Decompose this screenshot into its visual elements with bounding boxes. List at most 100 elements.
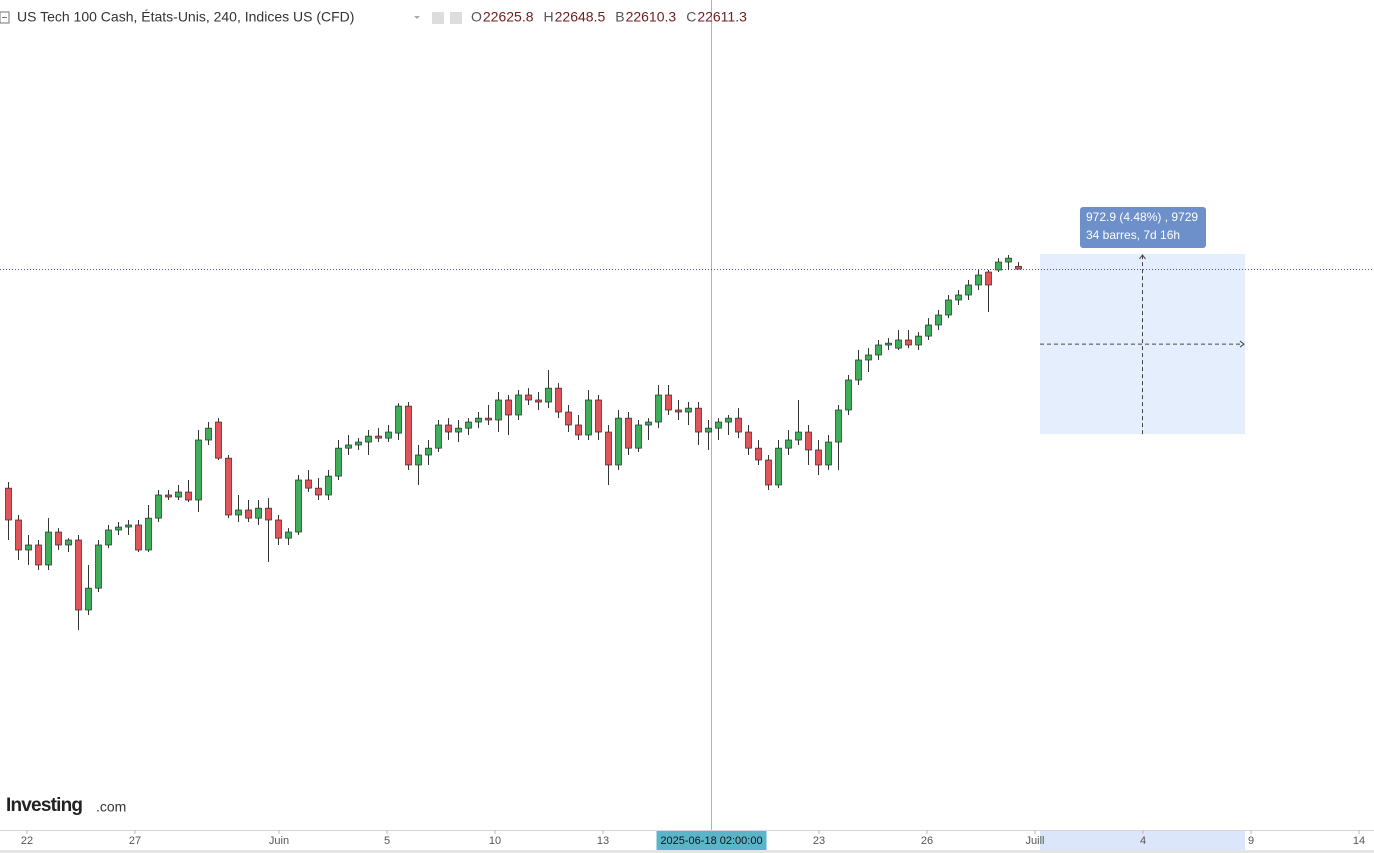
x-tick-label: 13 [597,835,609,847]
candle-body [775,447,782,486]
candle-body [95,544,102,589]
candle-body [965,284,972,296]
candle-body [725,417,732,423]
x-tick-label: 14 [1353,835,1365,847]
candle-body [475,417,482,423]
candle-body [745,431,752,449]
candle-body [535,399,542,403]
settings-icon[interactable] [432,12,444,24]
candle-body [875,344,882,356]
x-tick-label: 22 [21,835,33,847]
ohlc-label: C [686,9,696,25]
candle-body [865,354,872,361]
brand-suffix: .com [96,799,126,815]
candle-body [325,475,332,496]
ohlc-label: O [471,9,482,25]
candle-body [605,431,612,466]
candle-body [425,447,432,456]
candle-body [235,509,242,516]
candle-body [455,427,462,433]
candle-body [995,261,1002,271]
candle-body [645,421,652,426]
candle-body [415,454,422,466]
measure-arrowhead [1139,254,1146,260]
candle-body [625,417,632,449]
candle-body [165,494,172,498]
x-range-highlight [1040,831,1245,850]
candle-body [105,529,112,546]
candle-body [885,342,892,346]
candle-body [295,479,302,533]
candle-body [695,407,702,433]
candle-body [255,507,262,519]
candle-body [35,544,42,566]
candle-body [435,424,442,449]
candle-body [925,324,932,337]
ohlc-label: H [544,9,554,25]
ohlc-value: 22610.3 [626,9,677,25]
candle-body [815,449,822,466]
candle-body [565,411,572,426]
crosshair-label: 2025-06-18 02:00:00 [660,835,762,847]
candle-body [915,335,922,346]
candle-body [385,431,392,439]
candle-body [975,274,982,286]
candle-body [45,531,52,566]
candle-body [125,524,132,528]
candle-body [735,417,742,433]
candle-body [285,531,292,539]
candle-body [225,457,232,516]
chart-title: US Tech 100 Cash, États-Unis, 240, Indic… [17,9,354,25]
candle-body [375,435,382,439]
candle-body [935,314,942,326]
candle-body [955,294,962,301]
x-axis: 22 27 Juin 5 10 13 23 26 Juill 4 9 14 2025-06-18 02:… [21,830,1365,850]
ohlc-label: B [615,9,624,25]
candle-body [275,519,282,539]
candle-body [705,427,712,433]
candle-body [445,424,452,433]
crosshair-label-box [656,831,767,850]
candle-body [345,444,352,449]
candle-body [665,394,672,411]
candle-body [805,431,812,451]
candle-body [595,399,602,433]
x-tick-label: Juill [1026,835,1045,847]
candle-body [305,479,312,489]
candle-body [15,519,22,551]
candle-body [715,421,722,429]
candle-body [265,507,272,521]
ohlc-value: 22625.8 [483,9,534,25]
x-tick-label: 27 [129,835,141,847]
measure-label: 972.9 (4.48%) , 9729 [1086,210,1198,224]
candle-body [655,394,662,423]
candle-body [495,399,502,421]
candle-body [155,494,162,519]
candle-body [65,539,72,546]
dropdown-caret[interactable] [414,16,420,19]
logo: Investing .com [6,795,126,816]
candle-body [25,544,32,551]
candle-body [195,439,202,501]
ohlc-value: 22648.5 [555,9,606,25]
candle-body [505,399,512,416]
candle-body [945,299,952,316]
candle-body [355,441,362,446]
candle-body [205,427,212,441]
candle-body [635,424,642,449]
candle-body [795,431,802,441]
candle-body [555,387,562,413]
x-tick-label: Juin [269,835,289,847]
collapse-icon[interactable] [0,11,10,24]
x-tick-label: 26 [921,835,933,847]
candle-body [585,399,592,436]
settings-icon[interactable] [450,12,462,24]
measure-tooltip [1080,206,1206,248]
candle-body [335,447,342,477]
candle-body [145,517,152,551]
candle-body [215,421,222,459]
x-tick-label: 23 [813,835,825,847]
